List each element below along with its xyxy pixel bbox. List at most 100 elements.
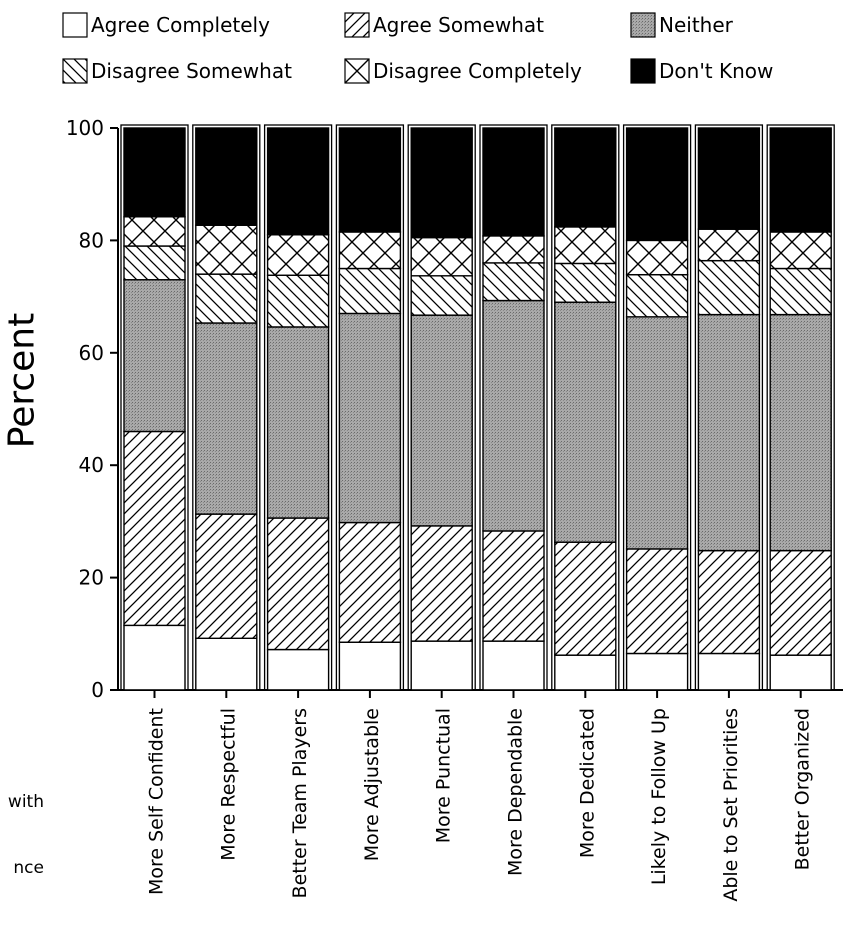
bar-stack — [407, 124, 476, 691]
bar-segment-blank — [554, 654, 617, 691]
bar-segment-solid — [195, 127, 258, 226]
bar-segment-solid — [410, 127, 473, 239]
bar-segment-stipple — [625, 316, 689, 550]
legend: Agree Completely Agree Somewhat Neither … — [62, 6, 843, 86]
y-tick-label: 100 — [66, 116, 104, 140]
y-tick-label: 60 — [79, 341, 104, 365]
x-category-label: More Respectful — [217, 708, 239, 861]
legend-item-dont-know: Don't Know — [630, 58, 773, 84]
bar-segment-backdiagonal — [410, 275, 473, 316]
bar-segment-diagonal — [266, 517, 330, 651]
legend-item-disagree-completely: Disagree Completely — [344, 58, 582, 84]
bar-segment-solid — [625, 127, 689, 242]
bar-segment-solid — [769, 127, 832, 233]
bar-stack — [551, 124, 620, 691]
clipped-side-text-1: with — [7, 792, 44, 812]
legend-label: Neither — [659, 13, 733, 37]
legend-label: Don't Know — [659, 59, 774, 83]
bar-segment-blank — [625, 652, 689, 691]
legend-swatch-stipple — [630, 12, 656, 38]
legend-label: Disagree Completely — [373, 59, 582, 83]
x-category-label: More Punctual — [433, 708, 455, 843]
legend-swatch-solid — [630, 58, 656, 84]
y-tick-label: 80 — [79, 228, 104, 252]
bar-segment-stipple — [769, 313, 832, 552]
bar-segment-crosshatch — [123, 216, 186, 247]
bar-stack — [622, 124, 692, 691]
bar-segment-backdiagonal — [554, 262, 617, 303]
bar-segment-stipple — [266, 326, 330, 519]
bar-segment-crosshatch — [266, 234, 330, 276]
bar-segment-backdiagonal — [338, 267, 402, 315]
bar-segment-solid — [266, 127, 330, 236]
bar-segment-diagonal — [625, 548, 689, 655]
bar-segment-crosshatch — [769, 231, 832, 270]
x-category-label: Better Organized — [792, 708, 814, 870]
bar-segment-blank — [195, 637, 258, 691]
bar-stack — [694, 124, 764, 691]
bar-segment-diagonal — [410, 525, 473, 642]
bar-segment-blank — [338, 641, 402, 691]
bar-segment-crosshatch — [195, 224, 258, 275]
y-axis-title: Percent — [1, 312, 43, 449]
bar-segment-crosshatch — [410, 236, 473, 277]
clipped-side-text-2: nce — [13, 858, 44, 878]
bar-segment-diagonal — [338, 521, 402, 643]
bar-segment-stipple — [195, 322, 258, 515]
legend-item-disagree-somewhat: Disagree Somewhat — [62, 58, 292, 84]
legend-label: Agree Completely — [91, 13, 270, 37]
bar-segment-diagonal — [554, 541, 617, 656]
bar-segment-crosshatch — [482, 235, 545, 264]
bar-segment-backdiagonal — [625, 273, 689, 318]
bar-segment-crosshatch — [338, 231, 402, 270]
bar-segment-stipple — [697, 313, 761, 552]
bars — [120, 124, 835, 691]
x-category-label: Better Team Players — [289, 708, 311, 898]
bar-stack — [335, 124, 405, 691]
category-labels: More Self Confident More Respectful Better… — [146, 690, 814, 902]
bar-segment-crosshatch — [697, 228, 761, 262]
legend-swatch-backdiagonal — [62, 58, 88, 84]
bar-segment-diagonal — [769, 549, 832, 656]
bar-segment-diagonal — [482, 530, 545, 642]
bar-segment-blank — [410, 640, 473, 691]
legend-label: Agree Somewhat — [373, 13, 544, 37]
x-category-label: Able to Set Priorities — [720, 708, 742, 902]
legend-item-agree-completely: Agree Completely — [62, 12, 270, 38]
x-category-label: More Self Confident — [146, 708, 168, 895]
bar-segment-diagonal — [195, 513, 258, 639]
bar-segment-solid — [338, 127, 402, 233]
bar-stack — [479, 124, 548, 691]
bar-segment-solid — [482, 127, 545, 237]
legend-swatch-blank — [62, 12, 88, 38]
bar-segment-stipple — [410, 314, 473, 527]
bar-segment-backdiagonal — [482, 262, 545, 302]
bar-segment-backdiagonal — [123, 245, 186, 281]
x-category-label: More Dedicated — [576, 708, 598, 858]
bar-segment-blank — [769, 654, 832, 691]
bar-segment-stipple — [482, 299, 545, 532]
bar-stack — [192, 124, 261, 691]
bar-stack — [263, 124, 333, 691]
bar-segment-crosshatch — [625, 239, 689, 276]
legend-item-agree-somewhat: Agree Somewhat — [344, 12, 544, 38]
y-tick-label: 40 — [79, 453, 104, 477]
legend-swatch-diagonal — [344, 12, 370, 38]
bar-segment-backdiagonal — [195, 273, 258, 324]
bar-segment-crosshatch — [554, 226, 617, 265]
bar-segment-stipple — [123, 279, 186, 433]
bar-segment-blank — [266, 648, 330, 691]
bar-stack — [120, 124, 189, 691]
bar-segment-blank — [697, 652, 761, 691]
legend-item-neither: Neither — [630, 12, 733, 38]
x-category-label: More Dependable — [505, 708, 527, 876]
bar-segment-solid — [554, 127, 617, 228]
x-category-label: Likely to Follow Up — [648, 708, 670, 885]
legend-label: Disagree Somewhat — [91, 59, 292, 83]
bar-segment-diagonal — [697, 549, 761, 655]
bar-segment-blank — [123, 624, 186, 691]
bar-segment-diagonal — [123, 430, 186, 627]
bar-segment-backdiagonal — [769, 267, 832, 316]
bar-stack — [766, 124, 835, 691]
